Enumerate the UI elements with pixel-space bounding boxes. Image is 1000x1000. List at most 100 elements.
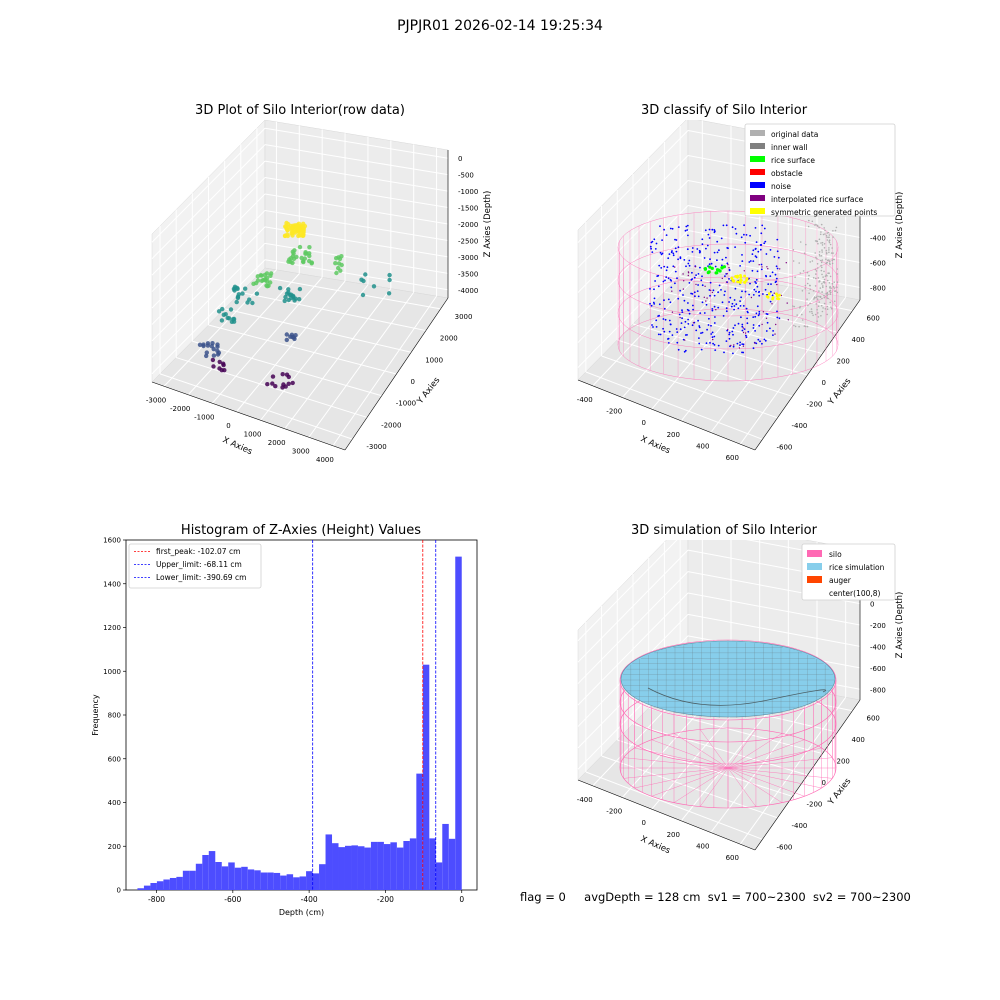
original-point <box>792 260 795 262</box>
grid-line <box>151 226 266 342</box>
noise-point <box>763 227 766 230</box>
original-point <box>821 266 823 269</box>
histogram-plot: -800 -600 -400 -200 0 0 200 400 600 800 1000 1200 14… <box>91 537 478 917</box>
original-point <box>829 263 831 266</box>
histogram-bar <box>338 847 345 890</box>
silo-floor-spoke <box>673 767 729 803</box>
histogram-bar <box>390 842 397 890</box>
histogram-bar <box>312 873 320 890</box>
original-point <box>820 261 823 264</box>
original-point <box>829 243 832 246</box>
original-point <box>820 231 822 233</box>
y-tick-label: 200 <box>837 758 850 766</box>
scatter-point <box>204 353 209 359</box>
silo-floor-spoke <box>727 767 757 807</box>
noise-point <box>739 300 741 302</box>
noise-point <box>734 246 736 248</box>
interpolated-point <box>774 333 776 335</box>
noise-point <box>651 251 654 254</box>
x-tick-label: -200 <box>606 408 622 416</box>
interpolated-point <box>776 283 778 286</box>
silo-floor-spoke <box>727 767 822 789</box>
rice-surface-ridge <box>647 687 826 706</box>
noise-point <box>664 318 667 321</box>
interpolated-point <box>750 296 753 299</box>
noise-point <box>687 323 690 325</box>
histogram-bar <box>299 876 307 890</box>
noise-point <box>714 265 717 268</box>
interpolated-point <box>712 338 714 341</box>
noise-point <box>714 316 716 318</box>
noise-point <box>710 333 713 335</box>
scatter-point <box>265 382 270 387</box>
x-axis-label: X Axies <box>221 435 254 457</box>
noise-point <box>752 260 755 262</box>
x-tick-label: -1000 <box>194 413 214 421</box>
grid-line <box>151 177 266 292</box>
noise-point <box>735 232 738 235</box>
noise-point <box>712 289 715 292</box>
noise-point <box>696 248 699 250</box>
grid-line <box>151 259 266 375</box>
interpolated-point <box>765 317 768 319</box>
interpolated-point <box>725 281 728 283</box>
noise-point <box>706 328 708 331</box>
original-point <box>822 286 824 289</box>
noise-point <box>659 225 661 228</box>
original-point <box>824 308 827 310</box>
noise-point <box>668 319 671 322</box>
grid-line <box>601 355 778 419</box>
symmetric-point <box>730 276 734 280</box>
noise-point <box>698 325 701 327</box>
noise-point <box>734 228 737 230</box>
original-point <box>820 304 823 307</box>
noise-point <box>703 312 706 314</box>
noise-point <box>731 330 734 333</box>
noise-point <box>721 301 724 304</box>
x-tick-label: 400 <box>696 843 709 851</box>
original-point <box>818 295 820 298</box>
scatter-point <box>264 271 270 276</box>
noise-point <box>741 260 744 262</box>
scatter-point <box>289 226 294 231</box>
noise-point <box>732 345 735 348</box>
original-point <box>810 308 813 310</box>
symmetric-point <box>736 280 739 284</box>
original-point <box>832 252 834 254</box>
noise-point <box>740 296 742 299</box>
noise-point <box>744 290 747 293</box>
noise-point <box>759 248 762 251</box>
noise-point <box>705 247 707 250</box>
noise-point <box>717 344 720 347</box>
original-point <box>799 272 802 274</box>
histogram-bar <box>370 841 378 890</box>
interpolated-point <box>742 331 745 334</box>
histogram-bar <box>286 874 294 890</box>
grid-line <box>632 323 808 376</box>
noise-point <box>713 231 716 234</box>
interpolated-point <box>767 268 769 270</box>
noise-point <box>697 273 700 275</box>
original-point <box>816 267 819 269</box>
scatter-point <box>284 337 289 343</box>
noise-point <box>711 336 714 339</box>
original-point <box>822 285 824 287</box>
noise-point <box>691 278 694 280</box>
noise-point <box>709 342 711 344</box>
noise-point <box>708 228 711 231</box>
noise-point <box>658 303 661 306</box>
scatter-point <box>225 315 230 321</box>
interpolated-point <box>742 327 744 329</box>
silo-ring <box>617 243 839 317</box>
axis-line <box>754 299 861 451</box>
noise-point <box>708 317 710 320</box>
noise-point <box>699 266 701 269</box>
rice-surface-point <box>722 265 726 269</box>
legend-label: Upper_limit: -68.11 cm <box>156 560 242 569</box>
original-point <box>804 325 807 328</box>
noise-point <box>717 306 720 309</box>
y-tick-label: 800 <box>108 712 121 720</box>
x-tick-label: 200 <box>667 831 680 839</box>
noise-point <box>725 256 727 259</box>
noise-point <box>758 310 761 313</box>
